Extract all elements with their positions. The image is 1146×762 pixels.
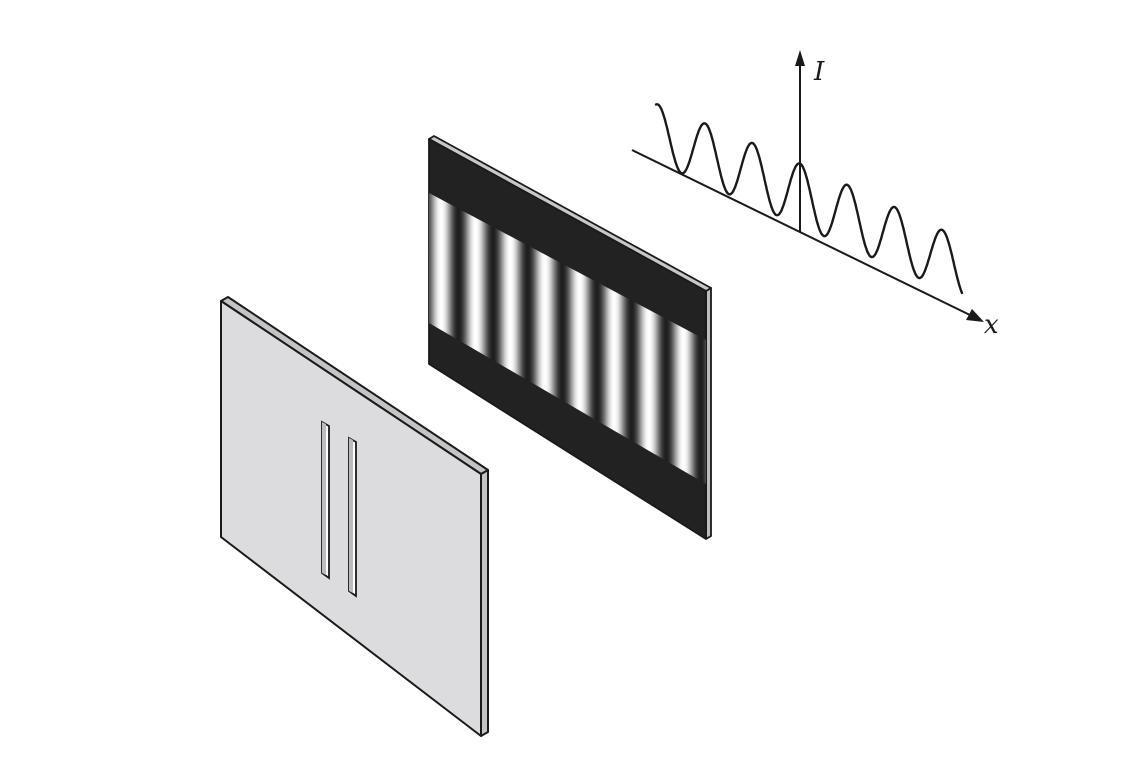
x-axis-arrowhead: [966, 309, 984, 322]
slit-barrier: [220, 296, 489, 737]
slit-left: [321, 420, 330, 580]
x-axis: [631, 149, 973, 317]
slit-right: [348, 436, 357, 598]
intensity-plot: [631, 50, 984, 322]
position-axis-label: x: [984, 310, 999, 340]
intensity-axis-arrowhead: [795, 50, 805, 66]
intensity-curve: [654, 103, 964, 295]
intensity-axis-label: I: [813, 57, 825, 87]
slit-barrier-edge: [480, 469, 489, 737]
